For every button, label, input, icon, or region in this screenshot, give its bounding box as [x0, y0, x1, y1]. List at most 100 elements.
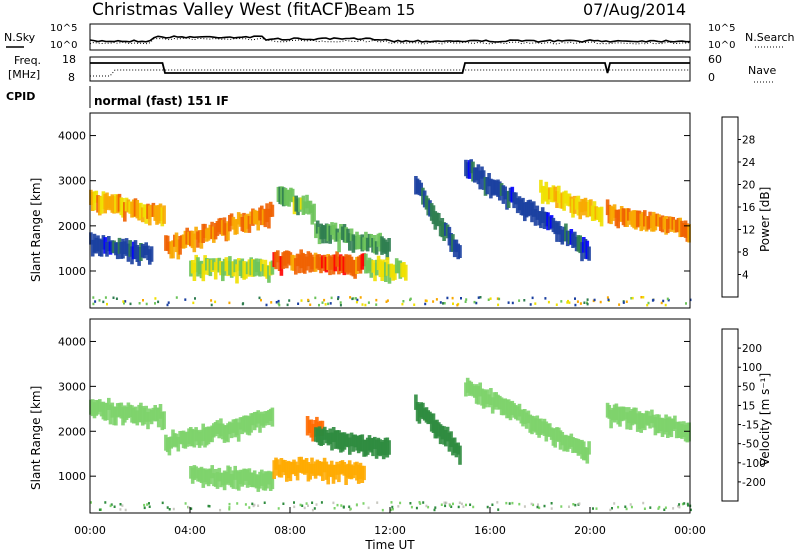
- echo-cell: [335, 461, 339, 475]
- colorbar-tick-label: 200: [742, 343, 762, 355]
- colorbar-tick-label: 15: [742, 400, 755, 412]
- echo-cell: [474, 384, 479, 404]
- xtick-label: 00:00: [74, 524, 106, 537]
- ground-echo: [473, 300, 476, 304]
- ground-echo: [260, 298, 262, 302]
- ground-echo: [491, 503, 494, 506]
- echo-cell: [337, 430, 341, 450]
- echo-cell: [614, 209, 619, 227]
- ground-echo: [293, 501, 295, 504]
- echo-cell: [299, 197, 304, 210]
- echo-cell: [344, 465, 348, 485]
- ground-echo: [367, 301, 370, 304]
- ground-echo: [282, 502, 285, 505]
- ground-echo: [457, 505, 460, 509]
- xtick-label: 08:00: [274, 524, 306, 537]
- echo-cell: [445, 426, 450, 442]
- ground-echo: [685, 302, 687, 305]
- echo-cell: [687, 224, 691, 243]
- power-colorbar: 28 24 20 16 12 8 4: [721, 116, 756, 298]
- echo-cell: [89, 232, 93, 245]
- echo-cell: [247, 215, 252, 233]
- echo-cell: [101, 191, 106, 210]
- echo-cell: [551, 185, 556, 203]
- ground-echo: [112, 296, 115, 299]
- ground-echo: [300, 299, 303, 302]
- echo-cell: [585, 447, 590, 464]
- echo-cell: [387, 238, 391, 252]
- ground-echo: [109, 504, 112, 508]
- ground-echo: [477, 296, 480, 299]
- echo-cell: [673, 219, 677, 233]
- ground-echo: [348, 505, 351, 508]
- ground-echo: [330, 296, 333, 300]
- echo-cell: [415, 402, 420, 422]
- ground-echo: [361, 303, 364, 306]
- ground-echo: [443, 501, 446, 504]
- echo-cell: [391, 264, 395, 281]
- ytick-label: 1000: [58, 265, 86, 278]
- echo-cell: [653, 213, 658, 231]
- ground-echo: [497, 508, 500, 511]
- ground-echo: [586, 302, 589, 306]
- echo-cell: [374, 241, 379, 255]
- echo-cell: [320, 420, 325, 436]
- ground-echo: [677, 504, 679, 508]
- ground-echo: [100, 508, 102, 511]
- ground-echo: [683, 502, 686, 505]
- ground-echo: [320, 501, 323, 504]
- ground-echo: [529, 303, 532, 306]
- ground-echo: [593, 298, 596, 302]
- ground-echo: [228, 508, 231, 511]
- ground-echo: [166, 303, 169, 307]
- ground-echo: [148, 505, 151, 508]
- ground-echo: [422, 501, 425, 504]
- echo-cell: [123, 202, 127, 222]
- ground-echo: [124, 300, 127, 303]
- echo-cell: [89, 399, 93, 415]
- ground-echo: [115, 297, 118, 300]
- ground-echo: [110, 503, 113, 506]
- ground-echo: [579, 302, 582, 305]
- ground-echo: [301, 504, 304, 507]
- xtick-label: 20:00: [574, 524, 606, 537]
- freq-axes: [89, 56, 691, 82]
- echo-cell: [653, 417, 658, 436]
- ground-echo: [104, 501, 107, 504]
- ground-echo: [625, 507, 628, 511]
- freq-label-2: [MHz]: [8, 68, 40, 81]
- ground-echo: [450, 505, 453, 508]
- ground-echo: [307, 504, 309, 507]
- nave-label: Nave: [748, 64, 776, 77]
- echo-cell: [539, 179, 543, 193]
- ground-echo: [631, 296, 634, 300]
- ground-echo: [658, 505, 661, 509]
- ground-echo: [154, 297, 157, 300]
- ground-echo: [242, 302, 245, 305]
- ground-echo: [433, 508, 436, 512]
- ground-echo: [530, 502, 533, 506]
- ground-echo: [148, 502, 150, 505]
- ground-echo: [550, 502, 553, 505]
- ground-echo: [687, 504, 689, 507]
- nsearch-label: N.Search: [745, 31, 795, 44]
- ground-echo: [397, 505, 400, 508]
- colorbar-tick-label: 100: [742, 362, 762, 374]
- ground-echo: [385, 300, 388, 303]
- ground-echo: [613, 502, 616, 505]
- freq-tick-bottom: 8: [68, 71, 75, 84]
- ground-echo: [293, 505, 296, 509]
- ground-echo: [236, 502, 239, 505]
- ground-echo: [678, 505, 681, 509]
- velocity-yticks: 4000 3000 2000 1000: [58, 335, 690, 483]
- echo-cell: [101, 401, 106, 420]
- ground-echo: [460, 502, 463, 506]
- ground-echo: [154, 302, 156, 305]
- echo-cell: [362, 253, 366, 267]
- echo-cell: [458, 245, 462, 258]
- ground-echo: [630, 505, 633, 509]
- colorbar-frame: [721, 328, 739, 502]
- freq-label-1: Freq.: [14, 54, 41, 67]
- ground-echo: [145, 302, 148, 306]
- power-cbar-label: Power [dB]: [758, 187, 772, 252]
